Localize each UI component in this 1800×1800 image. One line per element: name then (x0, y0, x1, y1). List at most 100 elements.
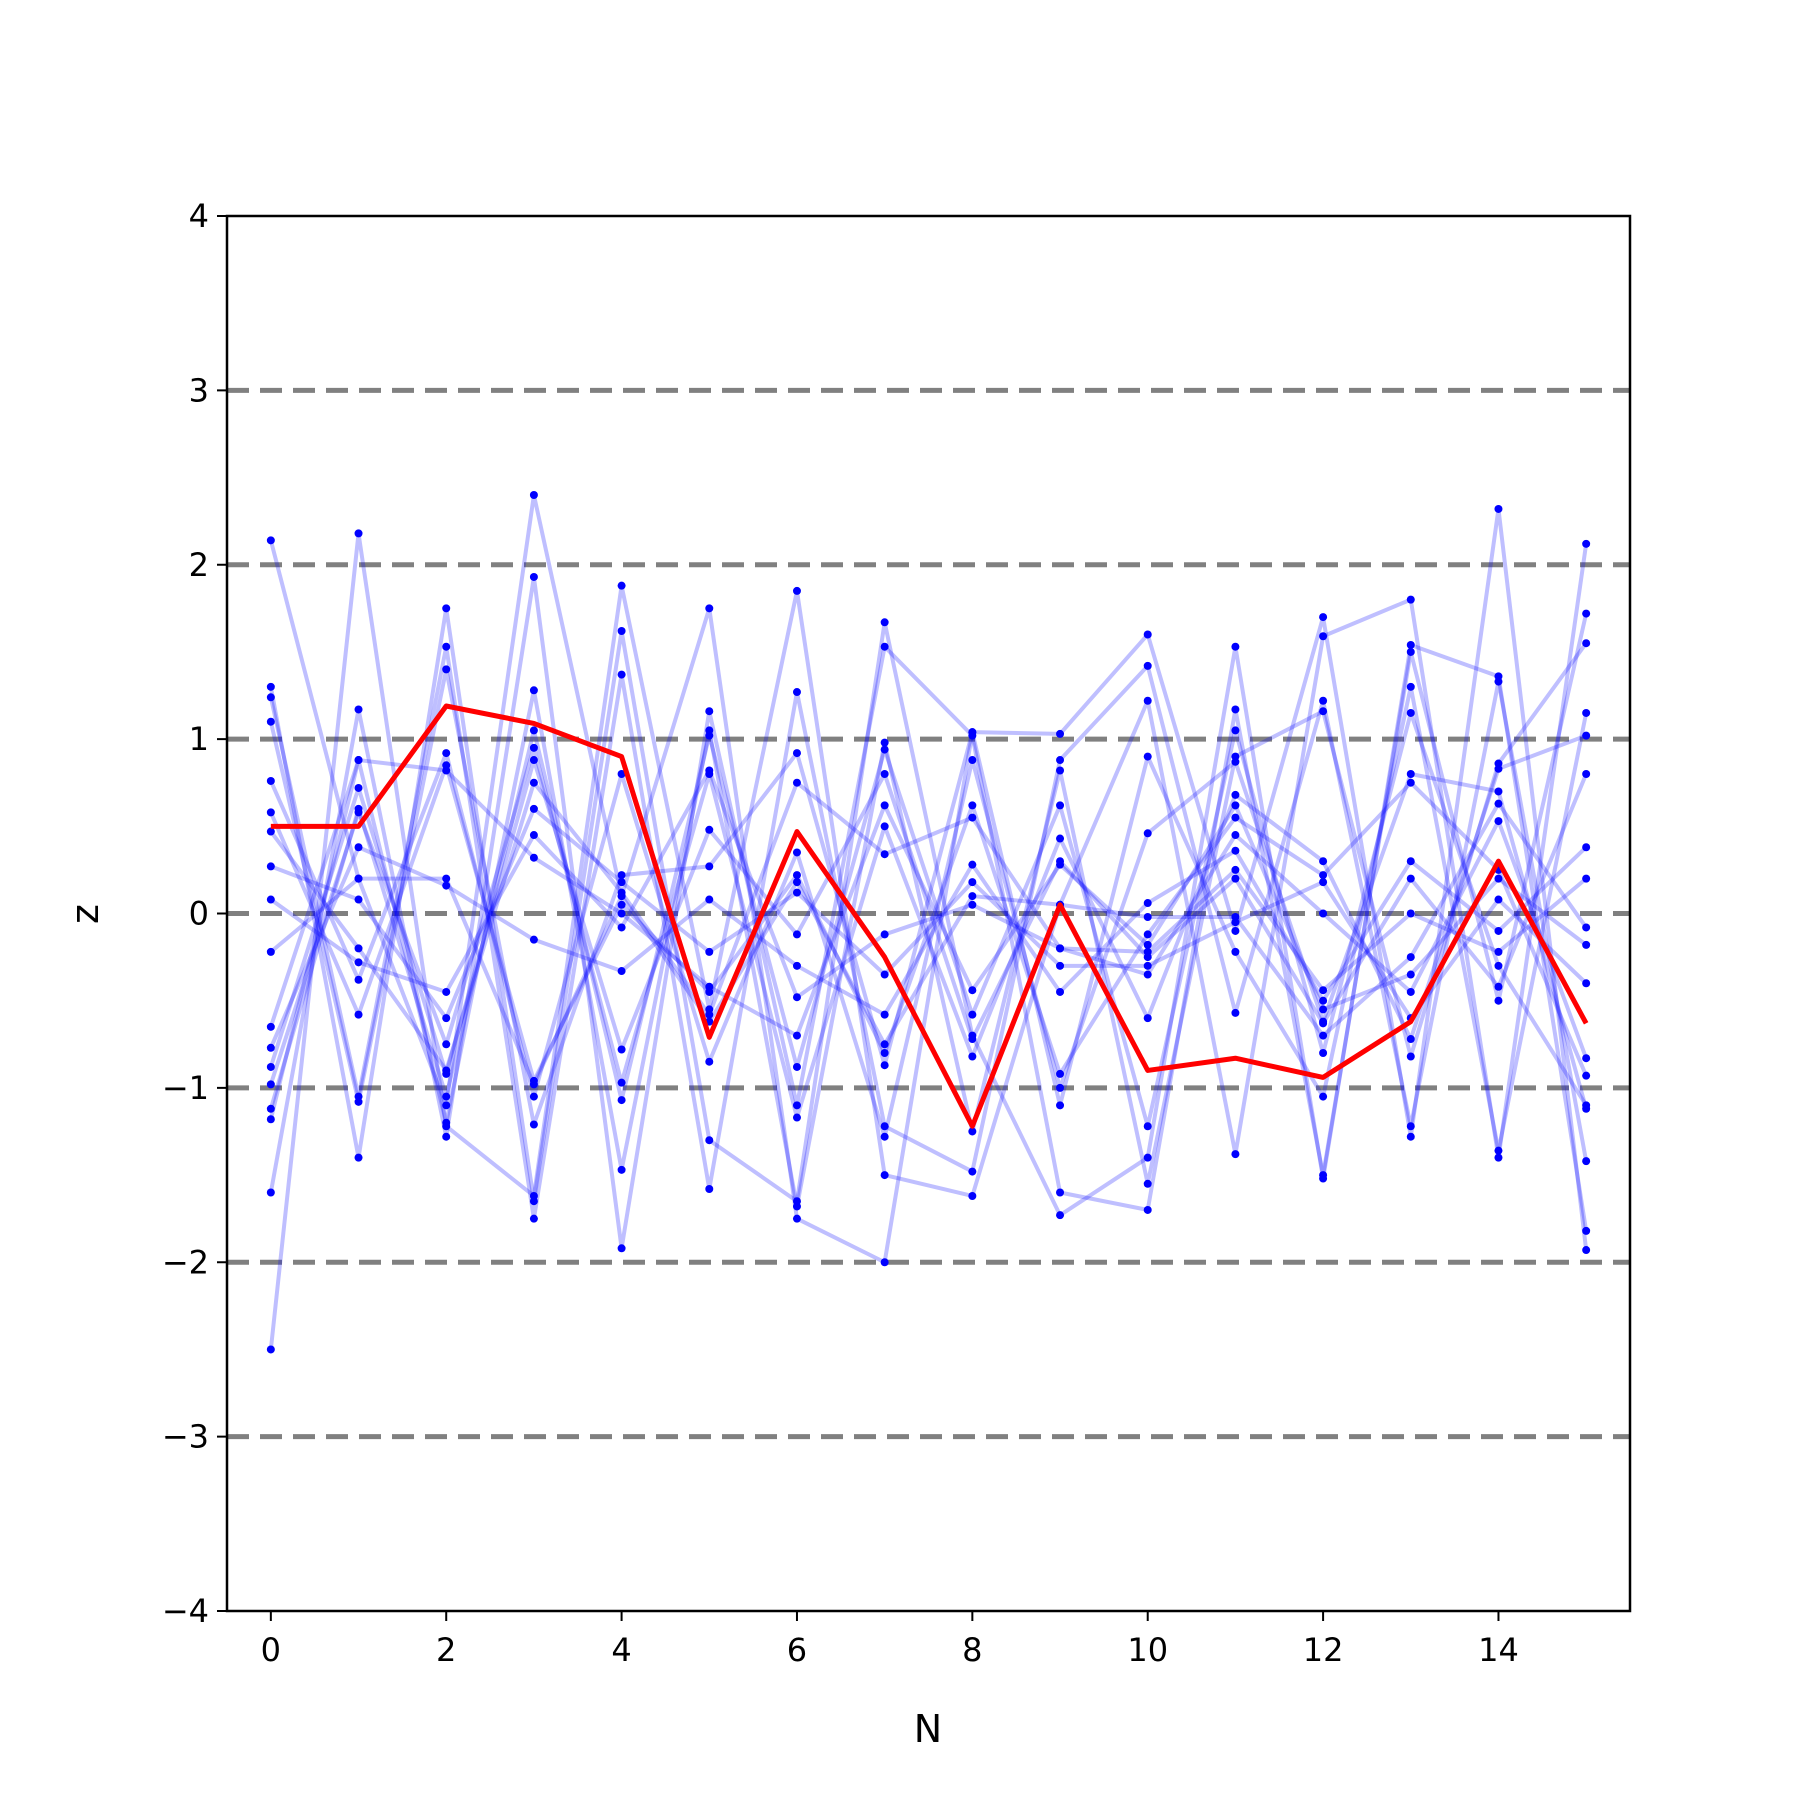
sample-point (1494, 764, 1503, 773)
sample-point (354, 1010, 363, 1019)
sample-point (1406, 857, 1415, 866)
sample-point (529, 853, 538, 862)
y-tick-label: −4 (162, 1592, 209, 1630)
sample-point (617, 1096, 626, 1105)
sample-series-line (268, 531, 1589, 1350)
sample-point (968, 813, 977, 822)
sample-point (880, 822, 889, 831)
sample-point (880, 618, 889, 627)
sample-point (266, 536, 275, 545)
sample-point (1143, 661, 1152, 670)
sample-point (1582, 1246, 1591, 1255)
y-axis: −4 −3 −2 −1 0 1 2 3 4 (162, 197, 227, 1630)
sample-point (1319, 1031, 1328, 1040)
sample-point (529, 743, 538, 752)
sample-point (880, 738, 889, 747)
sample-series-line (268, 733, 1587, 1120)
y-tick-label: −2 (162, 1243, 209, 1281)
sample-series-line (269, 845, 1588, 1049)
sample-point (354, 705, 363, 714)
sample-point (968, 860, 977, 869)
sample-point (617, 909, 626, 918)
x-axis-label: N (914, 1707, 942, 1751)
sample-point (1231, 947, 1240, 956)
x-tick-label: 8 (962, 1631, 982, 1669)
sample-point (1056, 944, 1065, 953)
sample-point (1406, 874, 1415, 883)
sample-point (1406, 1035, 1415, 1044)
sample-point (1406, 1052, 1415, 1061)
sample-point (1231, 705, 1240, 714)
sample-series-line (269, 801, 1588, 1087)
sample-point (705, 1010, 714, 1019)
sample-point (529, 491, 538, 499)
sample-point (1056, 961, 1065, 970)
sample-point (1494, 996, 1503, 1005)
sample-point (1319, 1049, 1328, 1057)
sample-point (880, 1122, 889, 1131)
sample-point (1231, 865, 1240, 874)
sample-point (529, 1080, 538, 1089)
sample-point (442, 1014, 451, 1023)
sample-point (529, 572, 538, 581)
sample-point (792, 688, 801, 697)
sample-point (705, 862, 714, 871)
sample-point (354, 958, 363, 967)
sample-point (1582, 1157, 1591, 1166)
sample-point (792, 961, 801, 970)
x-tick-label: 6 (787, 1631, 807, 1669)
sample-point (1406, 640, 1415, 649)
sample-point (442, 766, 451, 775)
sample-point (880, 1049, 889, 1057)
sample-point (266, 808, 275, 817)
sample-point (1582, 923, 1591, 932)
sample-point (1406, 708, 1415, 717)
sample-point (1056, 1069, 1065, 1078)
y-tick-label: 4 (189, 197, 209, 235)
sample-point (1056, 987, 1065, 996)
sample-point (1143, 961, 1152, 970)
sample-point (442, 987, 451, 996)
sample-point (880, 1010, 889, 1019)
sample-point (529, 1120, 538, 1129)
sample-point (1406, 1132, 1415, 1141)
sample-point (792, 878, 801, 887)
sample-point (792, 871, 801, 880)
sample-point (1582, 539, 1591, 548)
sample-point (880, 801, 889, 810)
sample-point (266, 1022, 275, 1031)
sample-point (266, 1043, 275, 1052)
sample-point (1231, 1150, 1240, 1159)
sample-point (1582, 609, 1591, 618)
sample-point (1143, 696, 1152, 705)
sample-point (1494, 982, 1503, 991)
sample-point (705, 707, 714, 716)
sample-point (1143, 1122, 1152, 1131)
sample-series-group (268, 493, 1589, 1350)
sample-point (880, 1132, 889, 1141)
y-tick-label: 0 (189, 895, 209, 933)
sample-point (442, 1092, 451, 1101)
sample-point (442, 604, 451, 613)
sample-point (529, 756, 538, 765)
sample-point (1056, 801, 1065, 810)
mean-series-line (270, 703, 1589, 1129)
y-tick-label: 3 (189, 371, 209, 409)
sample-point (1406, 987, 1415, 996)
sample-point (1319, 857, 1328, 866)
sample-point (1143, 947, 1152, 956)
sample-point (1143, 1014, 1152, 1023)
x-tick-label: 2 (436, 1631, 456, 1669)
sample-point (968, 1127, 977, 1136)
sample-point (1582, 708, 1591, 717)
sample-point (1582, 979, 1591, 988)
x-tick-label: 10 (1127, 1631, 1168, 1669)
sample-series-line (268, 758, 1589, 1076)
sample-point (1231, 642, 1240, 651)
sample-point (792, 848, 801, 857)
sample-point (617, 900, 626, 909)
sample-point (354, 1097, 363, 1106)
sample-point (792, 586, 801, 595)
sample-point (266, 1062, 275, 1071)
sample-point (705, 731, 714, 740)
